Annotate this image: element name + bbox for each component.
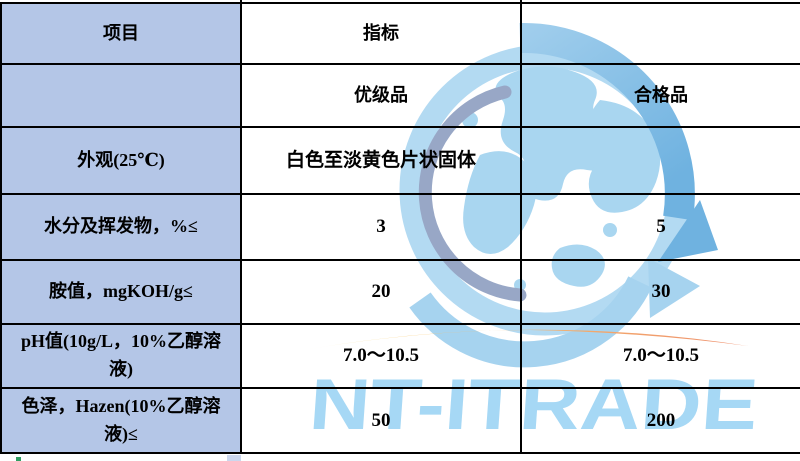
item-empty-cell <box>2 65 242 128</box>
next-row-sliver <box>227 455 241 461</box>
color-qualified-cell: 200 <box>522 389 800 454</box>
spec-header-cell: 指标 <box>242 4 522 65</box>
qualified-grade-cell: 合格品 <box>522 65 800 128</box>
moisture-qualified-cell: 5 <box>522 195 800 261</box>
appearance-value-cell: 白色至淡黄色片状固体 <box>242 128 522 195</box>
appearance-empty-cell <box>522 128 800 195</box>
color-premium-cell: 50 <box>242 389 522 454</box>
green-marker <box>16 457 21 461</box>
color-label-cell: 色泽，Hazen(10%乙醇溶液)≤ <box>2 389 242 454</box>
amine-qualified-cell: 30 <box>522 261 800 325</box>
amine-label-cell: 胺值，mgKOH/g≤ <box>2 261 242 325</box>
premium-grade-cell: 优级品 <box>242 65 522 128</box>
ph-label-cell: pH值(10g/L，10%乙醇溶液) <box>2 325 242 389</box>
ph-premium-cell: 7.0～10.5 <box>242 325 522 389</box>
appearance-label-cell: 外观(25℃) <box>2 128 242 195</box>
ph-qualified-cell: 7.0～10.5 <box>522 325 800 389</box>
spec-header-empty-cell <box>522 4 800 65</box>
amine-premium-cell: 20 <box>242 261 522 325</box>
item-header-cell: 项目 <box>2 4 242 65</box>
moisture-premium-cell: 3 <box>242 195 522 261</box>
moisture-label-cell: 水分及挥发物，%≤ <box>2 195 242 261</box>
